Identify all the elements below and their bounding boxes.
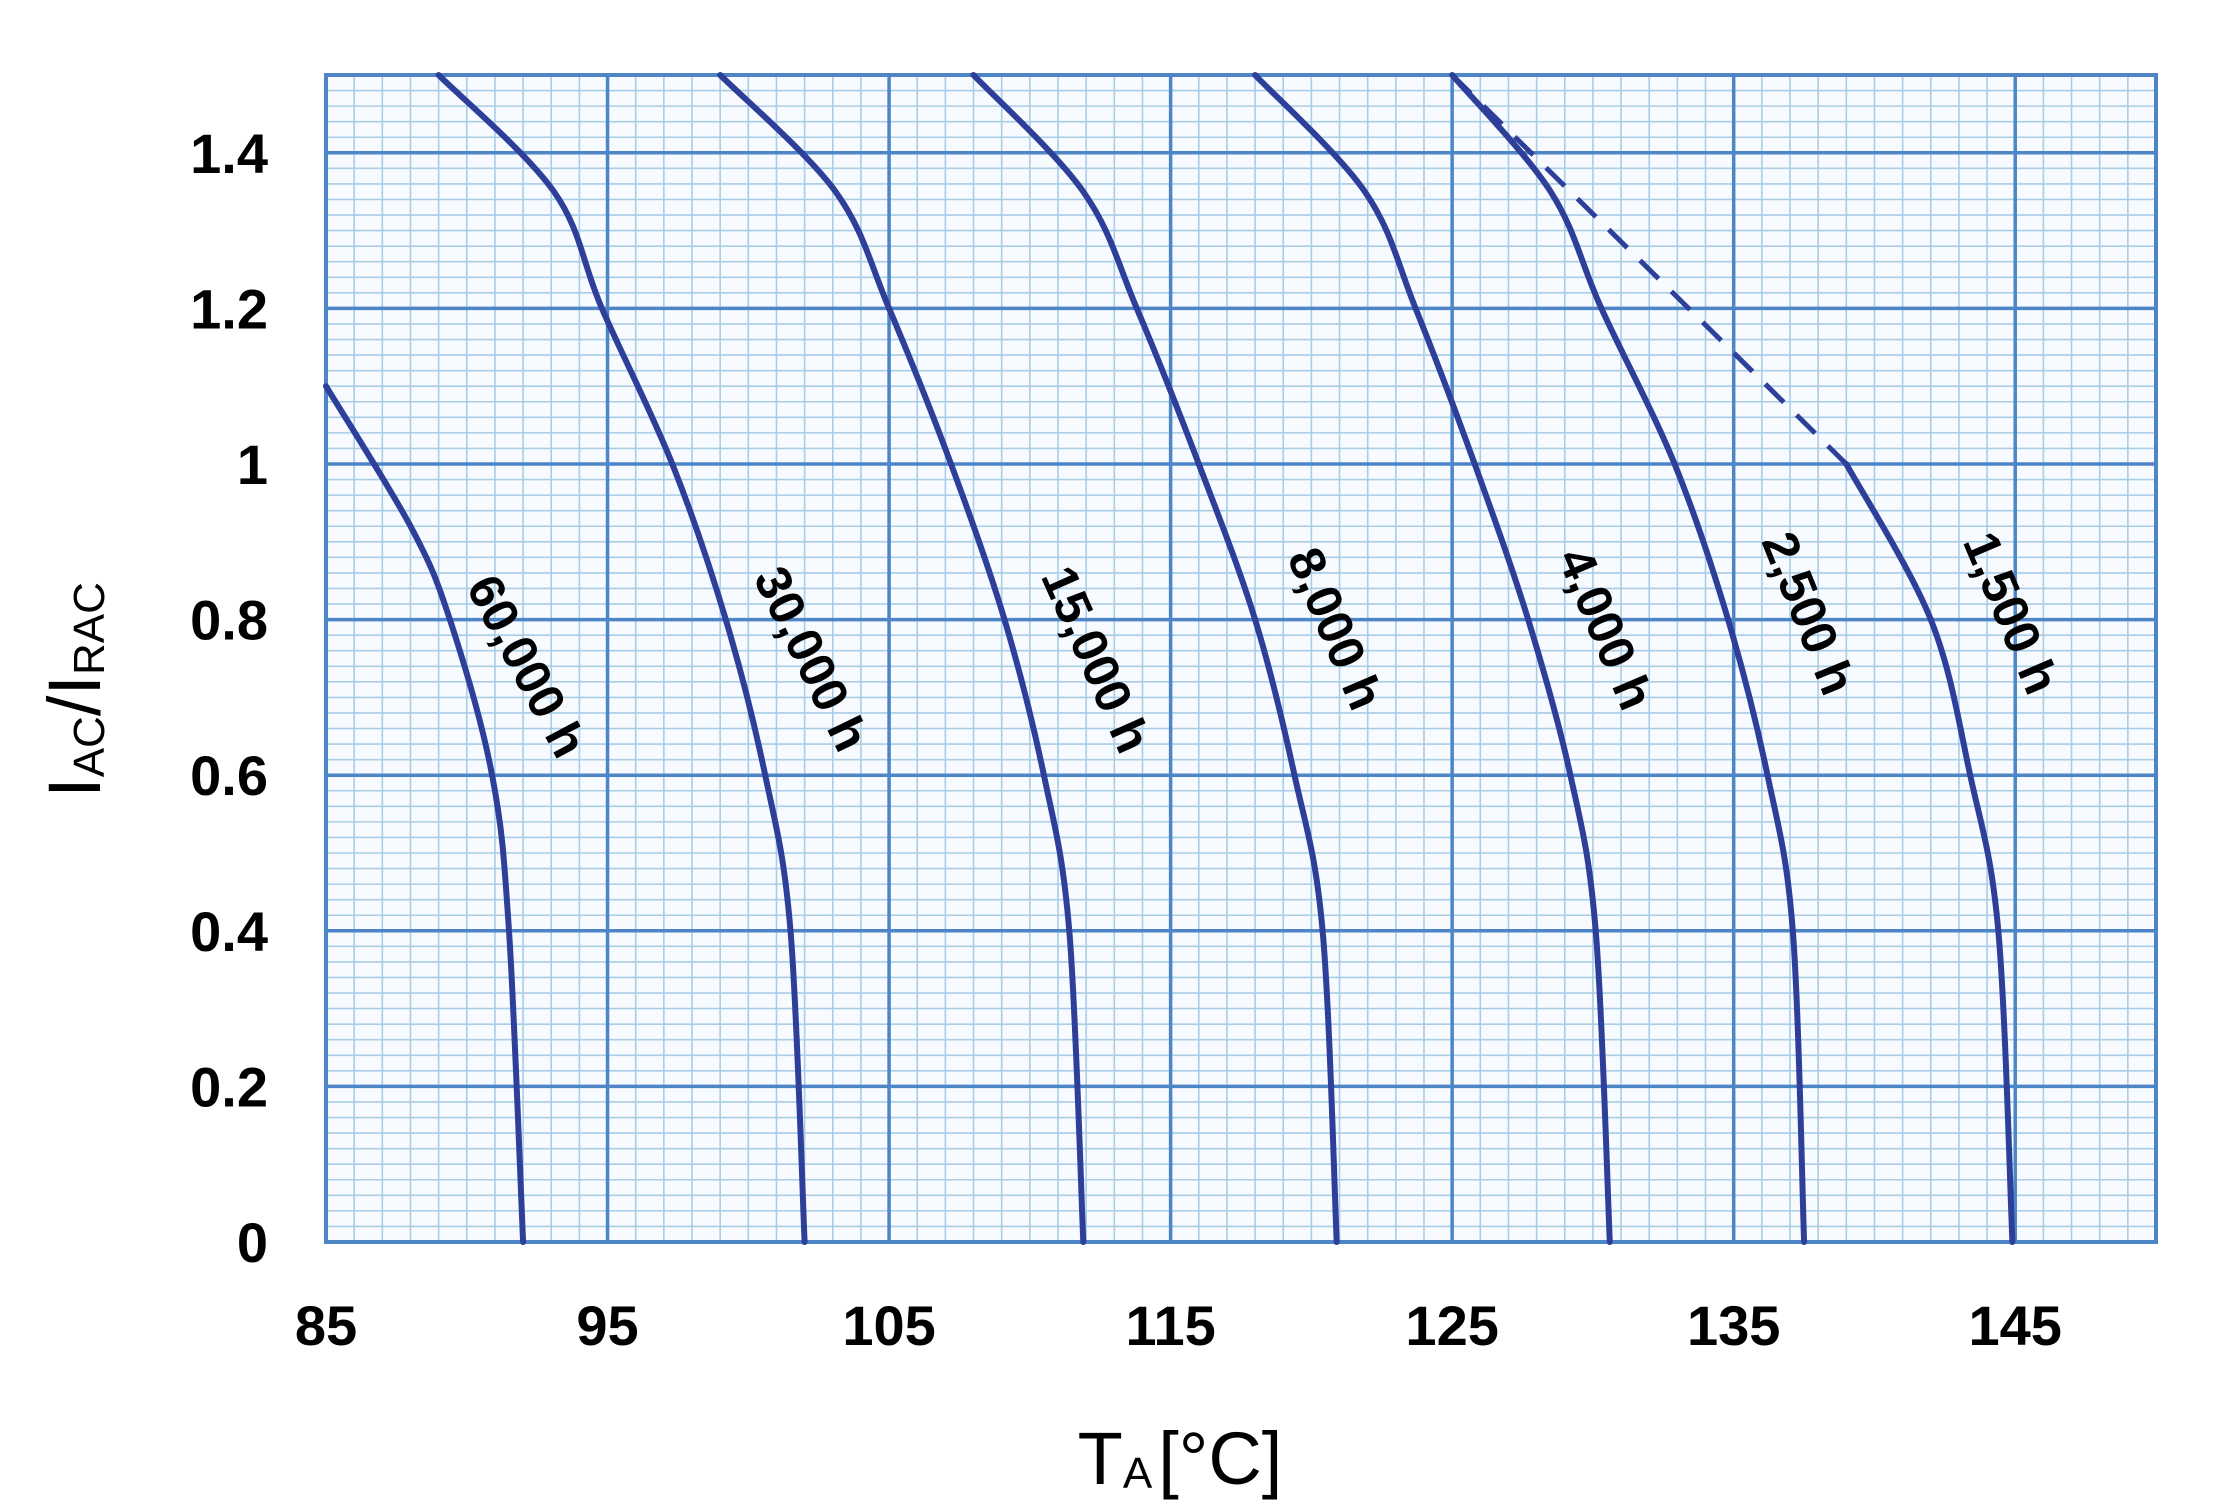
x-tick-label: 115: [1125, 1294, 1215, 1357]
y-axis-title: IAC/IRAC: [33, 582, 116, 798]
x-tick-labels: 85 95 105 115 125 135 145: [295, 1294, 2062, 1357]
y-tick-label: 0.4: [190, 900, 268, 963]
y-tick-label: 1.4: [190, 122, 268, 185]
grid-major: [324, 73, 2158, 1244]
y-tick-label: 1: [237, 433, 268, 496]
y-axis-title-sep: /I: [33, 675, 116, 716]
series-line: [1449, 72, 1808, 1245]
y-axis-title-main: I: [33, 777, 116, 798]
y-tick-label: 0: [237, 1211, 268, 1274]
x-tick-label: 95: [576, 1294, 638, 1357]
y-tick-label: 1.2: [190, 277, 268, 340]
series-line: [970, 72, 1340, 1245]
series-line: [1252, 72, 1613, 1245]
series-line: [1843, 461, 2016, 1245]
y-tick-label: 0.8: [190, 589, 268, 652]
series-line-dashed: [1450, 73, 1849, 466]
series-line: [717, 72, 1087, 1245]
y-tick-label: 0.6: [190, 744, 268, 807]
x-axis-title-sub: A: [1123, 1449, 1153, 1498]
series-lines: [323, 72, 2016, 1245]
y-tick-labels: 0 0.2 0.4 0.6 0.8 1 1.2 1.4: [190, 122, 268, 1274]
x-tick-label: 105: [842, 1294, 935, 1357]
x-tick-label: 85: [295, 1294, 357, 1357]
x-axis-title-main: T: [1078, 1417, 1123, 1500]
series-line: [323, 383, 527, 1245]
x-axis-title: TA[°C]: [1078, 1417, 1283, 1500]
plot-background: [326, 75, 2156, 1242]
y-axis-title-sub1: AC: [65, 716, 114, 777]
x-tick-label: 125: [1405, 1294, 1498, 1357]
x-tick-label: 135: [1687, 1294, 1780, 1357]
series-line: [435, 72, 808, 1245]
y-tick-label: 0.2: [190, 1055, 268, 1118]
grid-minor: [325, 74, 2157, 1243]
x-axis-title-unit: [°C]: [1158, 1417, 1282, 1500]
plot-frame: [324, 73, 2158, 1244]
x-tick-label: 145: [1969, 1294, 2062, 1357]
y-axis-title-sub2: RAC: [65, 582, 114, 675]
